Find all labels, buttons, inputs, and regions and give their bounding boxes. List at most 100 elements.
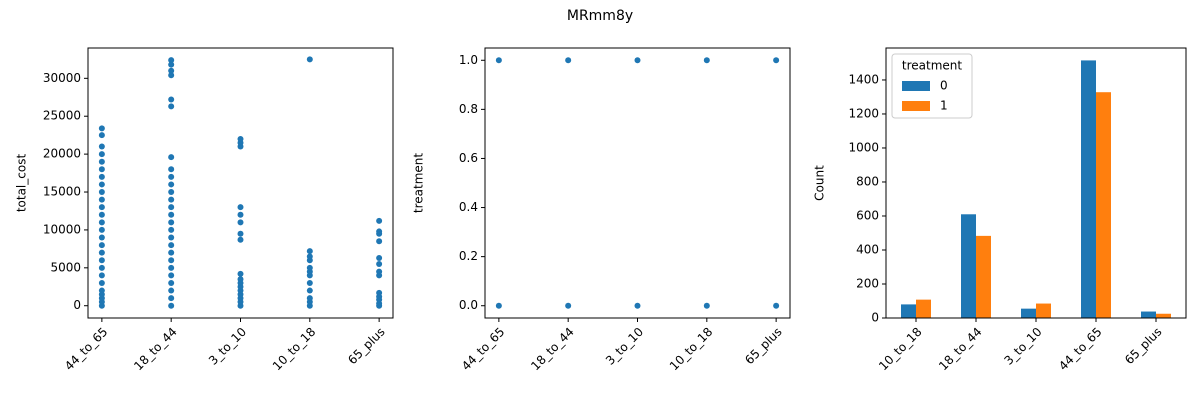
y-tick-label: 1400 (848, 72, 879, 86)
point (98, 279, 105, 286)
point (168, 173, 175, 180)
point (376, 289, 383, 296)
x-tick-label: 44_to_65 (1056, 325, 1105, 374)
point (168, 219, 175, 226)
x-tick-label: 3_to_10 (1001, 325, 1044, 368)
y-tick-label: 10000 (43, 222, 81, 236)
point (98, 132, 105, 139)
point (495, 302, 502, 309)
plot-frame (885, 47, 1187, 319)
y-tick-label: 0.0 (459, 298, 478, 312)
bar (1156, 313, 1171, 318)
point (237, 230, 244, 237)
bar (1141, 311, 1156, 318)
x-tick-label: 10_to_18 (270, 325, 319, 374)
point (98, 204, 105, 211)
point (98, 272, 105, 279)
figure-title: MRmm8y (567, 8, 633, 24)
y-axis-label: total_cost (15, 154, 29, 213)
y-tick-label: 0.2 (459, 249, 478, 263)
bar (976, 235, 991, 318)
point (237, 219, 244, 226)
plot-frame (484, 47, 791, 319)
x-tick-label: 65_plus (742, 325, 784, 367)
bar (1021, 308, 1036, 318)
point (168, 295, 175, 302)
point (98, 125, 105, 132)
y-tick-label: 25000 (43, 109, 81, 123)
y-tick-label: 15000 (43, 185, 81, 199)
point (168, 302, 175, 309)
point (306, 264, 313, 271)
x-tick-label: 18_to_44 (528, 325, 577, 374)
point (98, 181, 105, 188)
point (98, 226, 105, 233)
y-tick-label: 600 (856, 208, 879, 222)
x-tick-label: 65_plus (1122, 325, 1164, 367)
bar (961, 214, 976, 318)
point (565, 57, 572, 64)
y-tick-label: 0.6 (459, 151, 478, 165)
y-tick-label: 800 (856, 174, 879, 188)
legend-swatch (902, 101, 930, 111)
point (306, 248, 313, 255)
point (306, 253, 313, 260)
point (168, 154, 175, 161)
y-tick-label: 200 (856, 276, 879, 290)
y-tick-label: 0 (871, 311, 879, 325)
x-tick-label: 10_to_18 (876, 325, 925, 374)
point (376, 217, 383, 224)
point (168, 96, 175, 103)
point (168, 204, 175, 211)
point (237, 236, 244, 243)
point (168, 249, 175, 256)
point (773, 302, 780, 309)
point (376, 261, 383, 268)
point (98, 158, 105, 165)
point (495, 57, 502, 64)
x-tick-label: 3_to_10 (603, 325, 646, 368)
legend-label: 0 (940, 79, 948, 93)
point (376, 254, 383, 261)
x-tick-label: 44_to_65 (459, 325, 508, 374)
point (168, 264, 175, 271)
legend-label: 1 (940, 99, 948, 113)
y-tick-label: 0.8 (459, 102, 478, 116)
point (703, 57, 710, 64)
y-axis-label: Count (813, 165, 827, 201)
point (306, 56, 313, 63)
point (168, 189, 175, 196)
x-tick-label: 65_plus (345, 325, 387, 367)
x-tick-label: 10_to_18 (667, 325, 716, 374)
point (98, 242, 105, 249)
legend-title: treatment (902, 59, 962, 73)
bar (901, 304, 916, 318)
point (168, 279, 175, 286)
point (237, 270, 244, 277)
point (168, 257, 175, 264)
point (98, 173, 105, 180)
legend-swatch (902, 81, 930, 91)
x-tick-label: 18_to_44 (131, 325, 180, 374)
point (565, 302, 572, 309)
point (168, 211, 175, 218)
point (376, 238, 383, 245)
bar (1036, 303, 1051, 318)
y-axis-label: treatment (412, 153, 426, 213)
bar (1096, 92, 1111, 319)
point (98, 151, 105, 158)
point (237, 204, 244, 211)
point (168, 103, 175, 110)
point (168, 234, 175, 241)
y-tick-label: 5000 (50, 260, 81, 274)
point (306, 295, 313, 302)
point (168, 166, 175, 173)
point (634, 57, 641, 64)
point (98, 196, 105, 203)
point (168, 61, 175, 68)
y-tick-label: 20000 (43, 147, 81, 161)
point (98, 166, 105, 173)
point (376, 268, 383, 275)
point (168, 287, 175, 294)
